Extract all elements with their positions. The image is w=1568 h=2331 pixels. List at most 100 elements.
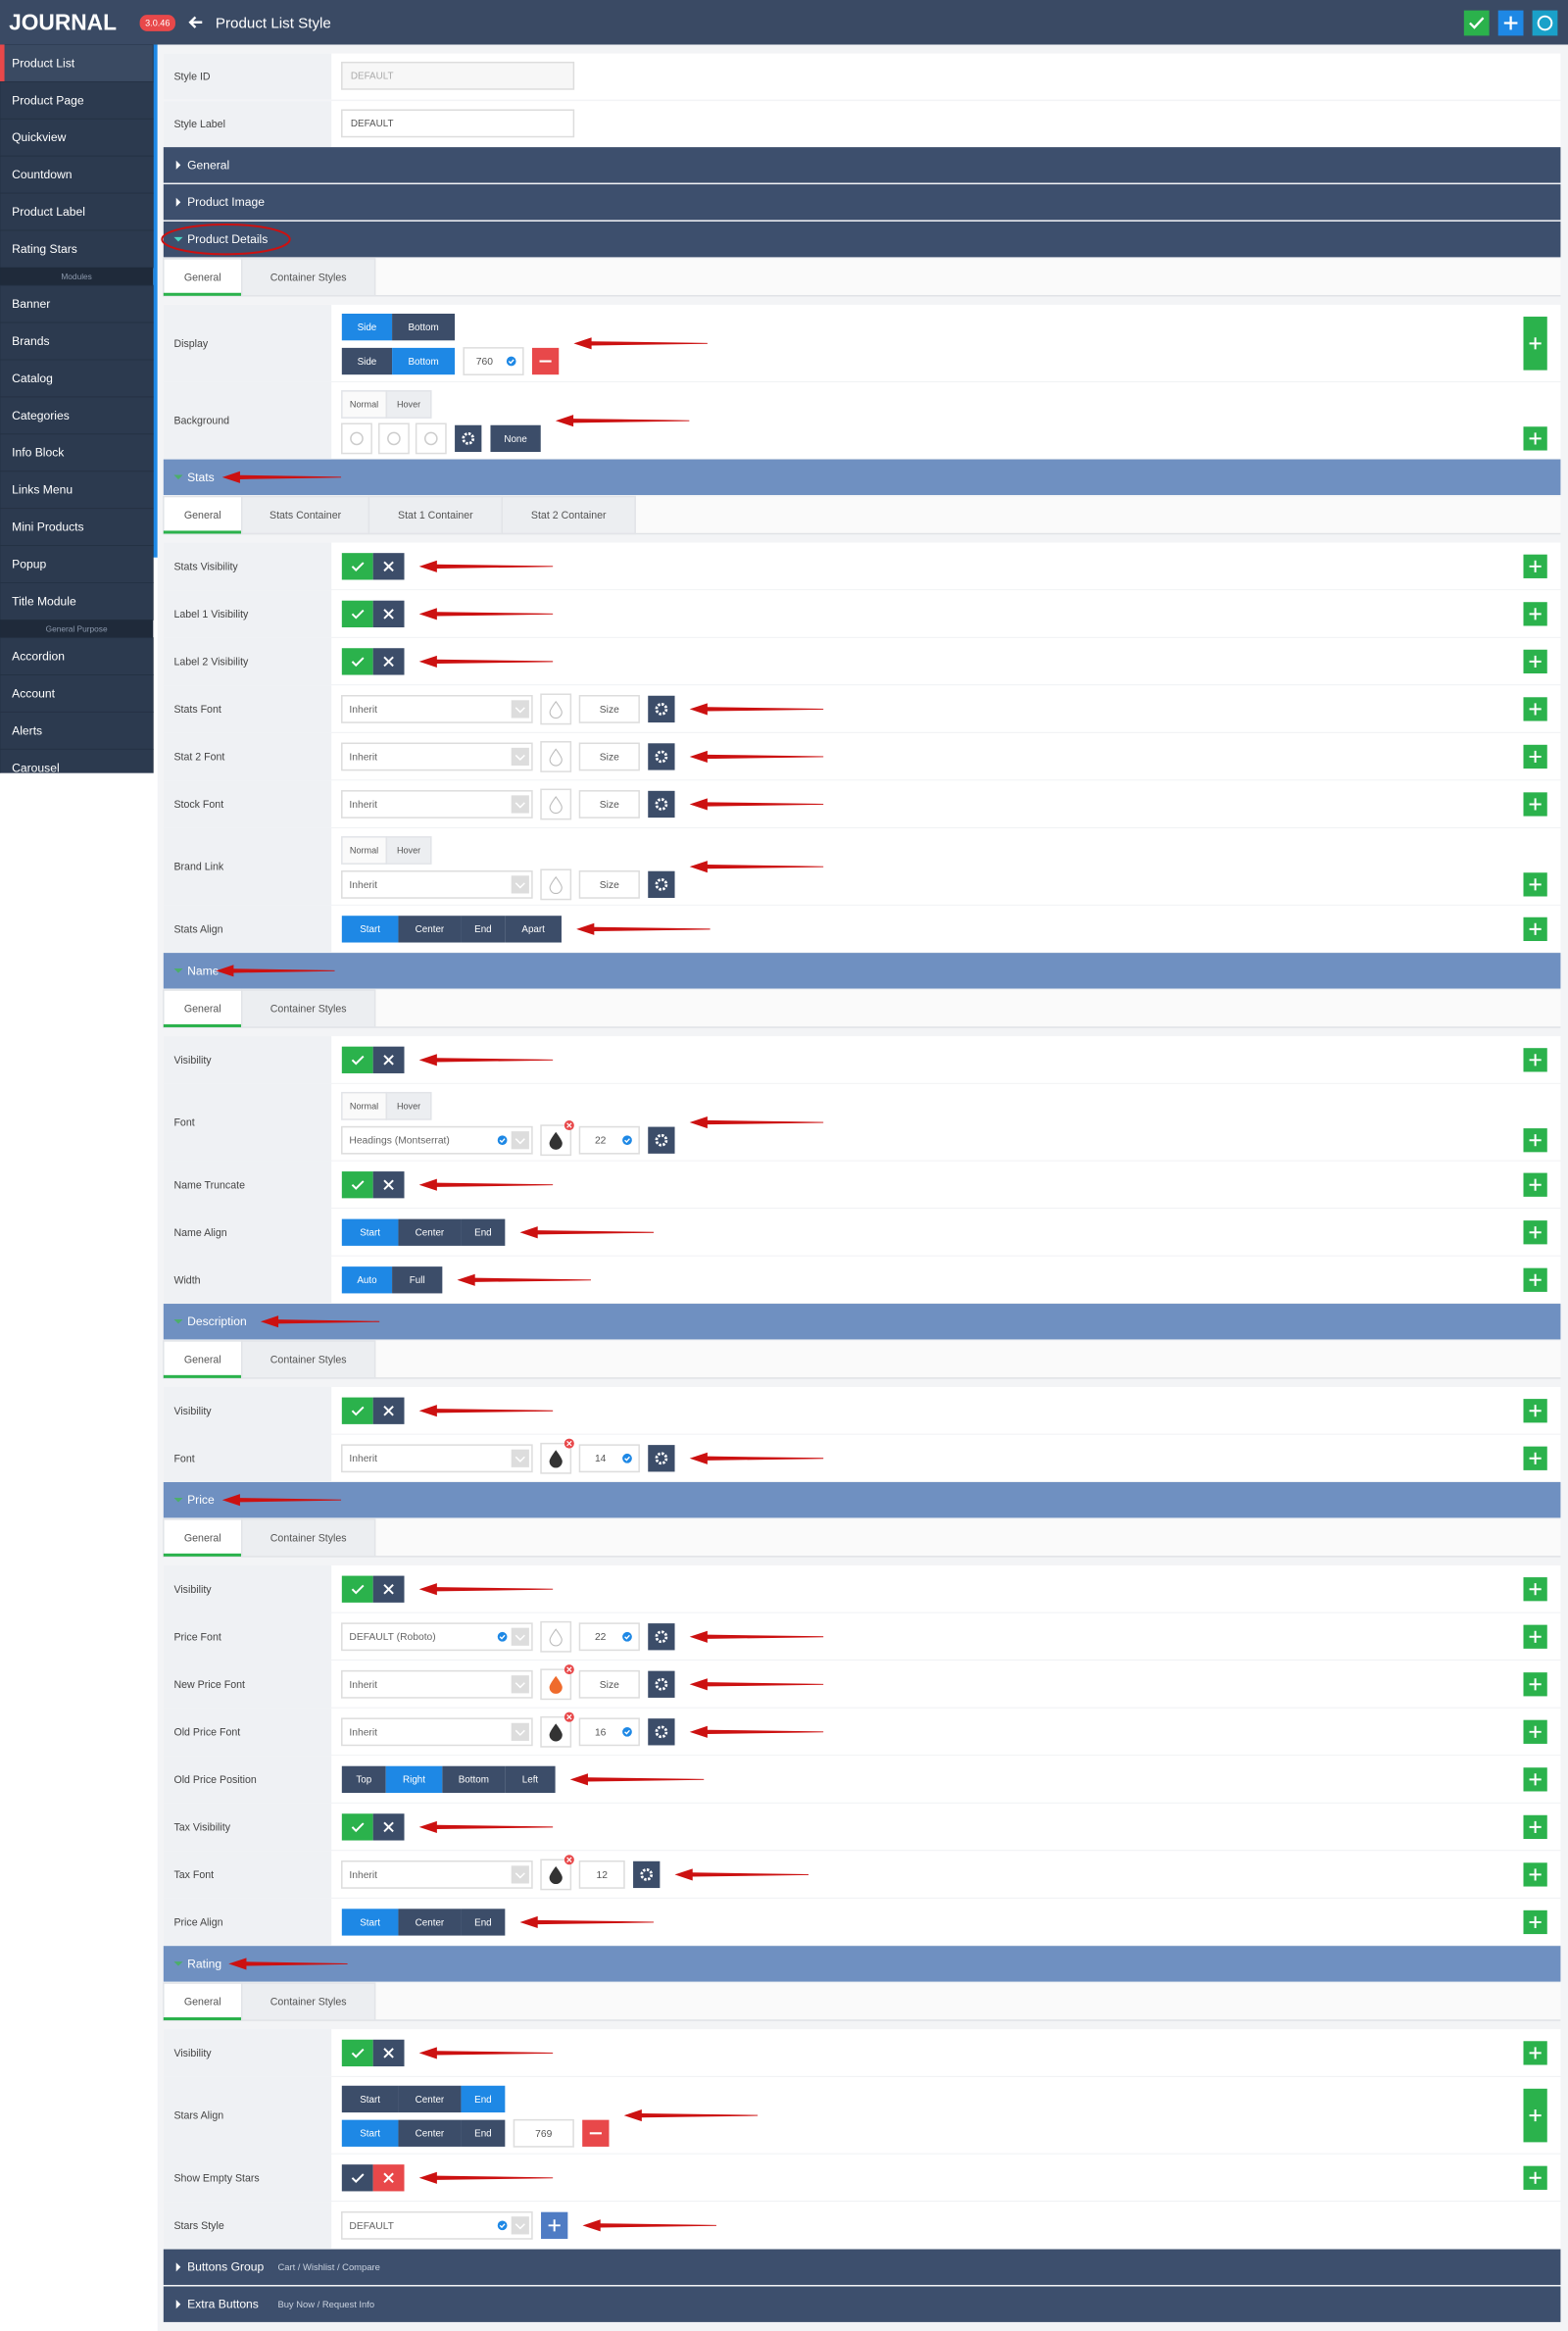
back-icon[interactable] <box>188 16 203 28</box>
color-picker[interactable] <box>540 741 572 772</box>
option-button[interactable] <box>461 1909 506 1936</box>
number-input[interactable] <box>578 695 640 723</box>
number-input[interactable] <box>578 790 640 818</box>
toggle-on[interactable] <box>341 1046 373 1073</box>
image-option[interactable] <box>415 422 447 455</box>
color-picker[interactable] <box>540 1620 572 1653</box>
history-button[interactable] <box>1532 10 1558 36</box>
sidebar-item[interactable] <box>0 44 154 82</box>
tab[interactable] <box>501 495 636 535</box>
section-header[interactable] <box>163 2286 1561 2322</box>
select[interactable] <box>341 869 533 899</box>
number-input[interactable] <box>578 869 640 899</box>
tab[interactable] <box>163 1982 243 2021</box>
option-button[interactable] <box>341 916 399 943</box>
option-button[interactable] <box>341 347 393 375</box>
section-header[interactable] <box>163 459 1561 496</box>
color-picker[interactable] <box>540 1715 572 1748</box>
sidebar-item[interactable] <box>0 637 154 675</box>
select[interactable] <box>341 695 533 723</box>
number-input[interactable] <box>578 742 640 771</box>
number-input[interactable] <box>513 2118 574 2148</box>
select[interactable] <box>341 1444 533 1473</box>
option-button[interactable] <box>461 2085 506 2113</box>
tab[interactable] <box>240 1340 376 1379</box>
toggle-on[interactable] <box>341 1171 373 1199</box>
option-button[interactable] <box>341 1909 399 1936</box>
option-button[interactable] <box>341 1218 399 1246</box>
tab[interactable] <box>163 258 243 297</box>
settings-button[interactable] <box>648 1670 675 1698</box>
option-button[interactable] <box>398 2085 462 2113</box>
settings-button[interactable] <box>648 790 675 818</box>
tab[interactable] <box>368 495 504 535</box>
section-header[interactable] <box>163 953 1561 989</box>
option-button[interactable] <box>341 313 393 341</box>
section-header[interactable] <box>163 184 1561 221</box>
tab[interactable] <box>240 1982 376 2021</box>
image-option[interactable] <box>377 422 410 455</box>
option-button[interactable] <box>398 1909 462 1936</box>
option-button[interactable] <box>461 2119 506 2147</box>
sidebar-item[interactable] <box>0 229 154 269</box>
sidebar-item[interactable] <box>0 545 154 583</box>
option-button[interactable] <box>461 916 506 943</box>
section-header[interactable] <box>163 1946 1561 1982</box>
color-picker[interactable] <box>540 868 572 901</box>
tab[interactable] <box>163 495 243 535</box>
select[interactable] <box>341 742 533 771</box>
option-button[interactable] <box>442 1765 506 1793</box>
sidebar-item[interactable] <box>0 674 154 713</box>
section-header[interactable] <box>163 221 1561 258</box>
option-button[interactable] <box>461 1218 506 1246</box>
toggle-on[interactable] <box>341 1575 373 1603</box>
section-header[interactable] <box>163 1304 1561 1340</box>
tab[interactable] <box>163 1518 243 1558</box>
sidebar-item[interactable] <box>0 155 154 194</box>
select[interactable] <box>341 1860 533 1889</box>
sidebar-item[interactable] <box>0 118 154 157</box>
option-button[interactable] <box>392 347 456 375</box>
option-button[interactable] <box>392 313 456 341</box>
settings-button[interactable] <box>455 424 482 453</box>
tab[interactable] <box>240 1518 376 1558</box>
settings-button[interactable] <box>648 1126 675 1154</box>
option-button[interactable] <box>398 2119 462 2147</box>
toggle-on[interactable] <box>341 2039 373 2067</box>
select[interactable] <box>341 1669 533 1699</box>
settings-button[interactable] <box>648 1718 675 1746</box>
text-input[interactable] <box>341 109 575 138</box>
option-button[interactable] <box>392 1266 443 1294</box>
option-button[interactable] <box>341 2085 399 2113</box>
sidebar-item[interactable] <box>0 508 154 547</box>
tab[interactable] <box>240 989 376 1028</box>
sidebar-item[interactable] <box>0 471 154 510</box>
toggle-on[interactable] <box>341 1813 373 1841</box>
tab[interactable] <box>240 258 376 297</box>
toggle-on[interactable] <box>341 2164 373 2192</box>
option-button[interactable] <box>385 1765 443 1793</box>
settings-button[interactable] <box>648 870 675 899</box>
save-button[interactable] <box>1463 10 1490 36</box>
sidebar-item[interactable] <box>0 748 154 786</box>
toggle-on[interactable] <box>341 648 373 675</box>
select[interactable] <box>341 790 533 818</box>
sidebar-item[interactable] <box>0 711 154 750</box>
option-button[interactable] <box>341 1266 393 1294</box>
mini-tab[interactable] <box>341 836 388 865</box>
section-header[interactable] <box>163 147 1561 183</box>
sidebar-item[interactable] <box>0 192 154 231</box>
option-button[interactable] <box>505 916 562 943</box>
select[interactable] <box>341 1717 533 1747</box>
settings-button[interactable] <box>648 1623 675 1651</box>
section-header[interactable] <box>163 1482 1561 1518</box>
mini-tab[interactable] <box>341 390 388 419</box>
tab[interactable] <box>163 1340 243 1379</box>
mini-tab[interactable] <box>385 390 432 419</box>
toggle-on[interactable] <box>341 1397 373 1424</box>
color-picker[interactable] <box>540 788 572 820</box>
section-header[interactable] <box>163 2249 1561 2285</box>
mini-tab[interactable] <box>385 836 432 865</box>
option-button[interactable] <box>398 916 462 943</box>
settings-button[interactable] <box>648 743 675 770</box>
